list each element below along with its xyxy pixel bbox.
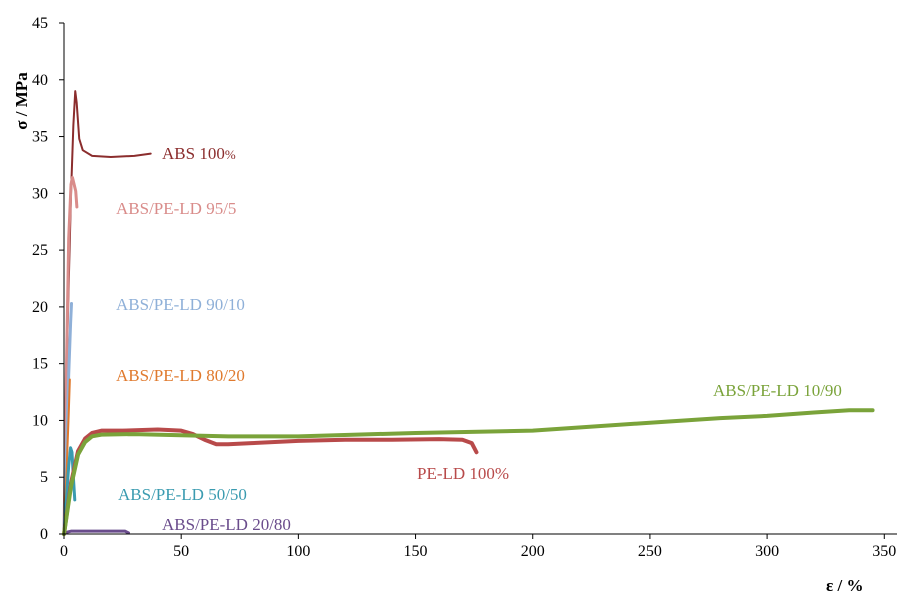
series-label-abs-pe-ld-80-20: ABS/PE-LD 80/20 — [116, 366, 245, 385]
x-tick-label: 100 — [286, 543, 310, 560]
series-line-abs-pe-ld-10-90 — [62, 408, 875, 536]
y-tick-label: 0 — [40, 526, 48, 543]
series-label-abs-pe-ld-10-90: ABS/PE-LD 10/90 — [713, 381, 842, 400]
y-tick-label: 10 — [32, 412, 48, 429]
x-tick-label: 200 — [521, 543, 545, 560]
x-tick-label: 350 — [872, 543, 896, 560]
series-label-abs-pe-ld-20-80: ABS/PE-LD 20/80 — [162, 515, 291, 534]
x-tick-label: 150 — [404, 543, 428, 560]
y-tick-label: 5 — [40, 469, 48, 486]
y-tick-label: 40 — [32, 72, 48, 89]
series-line-abs-pe-ld-20-80 — [62, 529, 130, 536]
axes-layer — [63, 23, 897, 535]
series-labels: ABS 100% ABS/PE-LD 95/5 ABS/PE-LD 90/10 … — [116, 144, 842, 534]
series-label-abs-pe-ld-50-50: ABS/PE-LD 50/50 — [118, 485, 247, 504]
series-label-abs-pe-ld-90-10: ABS/PE-LD 90/10 — [116, 295, 245, 314]
y-axis-title: σ / MPa — [12, 72, 31, 130]
y-tick-label: 30 — [32, 185, 48, 202]
series-layer — [62, 90, 875, 536]
series-line-abs-pe-ld-95-5 — [62, 175, 79, 536]
series-label-abs-100: ABS 100% — [162, 144, 236, 163]
y-tick-label: 15 — [32, 356, 48, 373]
series-label-abs-pe-ld-95-5: ABS/PE-LD 95/5 — [116, 199, 236, 218]
x-tick-label: 0 — [60, 543, 68, 560]
y-tick-label: 35 — [32, 129, 48, 146]
x-tick-label: 250 — [638, 543, 662, 560]
x-tick-label: 300 — [755, 543, 779, 560]
ticks-layer: 0 50 100 150 200 250 300 350 0 5 10 15 20 25 30 35 40 45 — [32, 15, 896, 560]
y-tick-label: 20 — [32, 299, 48, 316]
y-tick-label: 45 — [32, 15, 48, 32]
x-axis-title: ε / % — [826, 576, 864, 593]
series-line-pe-ld-100 — [62, 427, 479, 536]
x-tick-label: 50 — [173, 543, 189, 560]
series-label-pe-ld-100: PE-LD 100% — [417, 464, 509, 483]
y-tick-label: 25 — [32, 242, 48, 259]
